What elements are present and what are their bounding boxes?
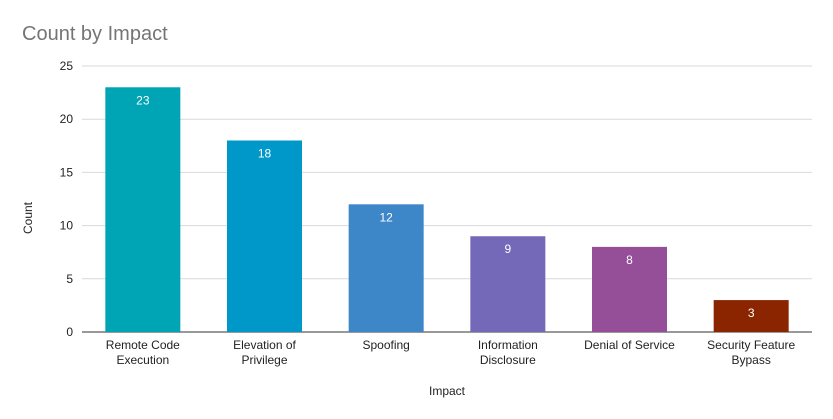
bar xyxy=(227,140,302,332)
y-tick-label: 10 xyxy=(60,219,74,233)
bar xyxy=(470,236,546,332)
bar xyxy=(348,204,424,332)
y-tick-label: 15 xyxy=(60,165,74,179)
data-label: 12 xyxy=(379,210,393,224)
bar xyxy=(713,300,789,332)
chart-title: Count by Impact xyxy=(22,23,168,45)
x-tick-label: Spoofing xyxy=(362,338,409,352)
x-tick-label: Execution xyxy=(116,353,169,367)
bar xyxy=(592,246,667,332)
x-tick-label: Elevation of xyxy=(233,338,296,352)
x-tick-label: Denial of Service xyxy=(584,338,675,352)
data-label: 18 xyxy=(258,146,272,160)
x-tick-label: Information xyxy=(478,338,538,352)
x-tick-label: Disclosure xyxy=(480,353,536,367)
x-axis-label: Impact xyxy=(429,384,466,398)
y-tick-label: 20 xyxy=(60,112,74,126)
x-tick-label: Security Feature xyxy=(707,338,795,352)
data-label: 8 xyxy=(626,253,633,267)
x-tick-label: Privilege xyxy=(241,353,287,367)
y-tick-label: 0 xyxy=(66,325,73,339)
data-label: 23 xyxy=(136,93,150,107)
x-tick-label: Bypass xyxy=(731,353,770,367)
x-tick-label: Remote Code xyxy=(106,338,180,352)
y-axis-label: Count xyxy=(21,201,35,234)
y-axis-ticks: 0 5 10 15 20 25 xyxy=(60,59,74,339)
gridlines xyxy=(82,65,812,333)
bars: 23 18 12 9 8 3 xyxy=(105,87,789,332)
data-label: 3 xyxy=(748,306,755,320)
y-tick-label: 5 xyxy=(66,272,73,286)
y-tick-label: 25 xyxy=(60,59,74,73)
bar xyxy=(105,87,181,332)
data-label: 9 xyxy=(504,242,511,256)
